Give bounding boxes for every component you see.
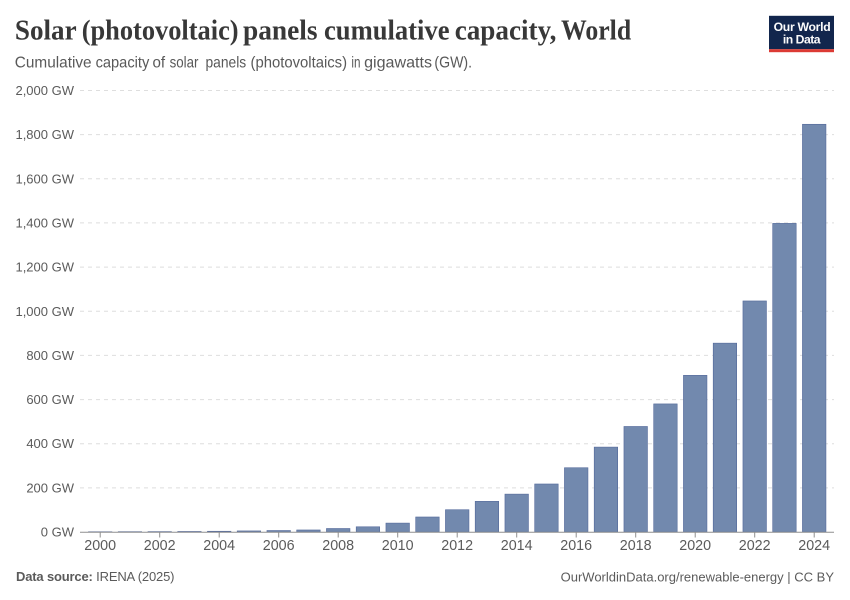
svg-text:capacity,: capacity, [455, 15, 557, 47]
svg-text:200 GW: 200 GW [26, 480, 74, 495]
svg-text:2020: 2020 [679, 538, 711, 554]
svg-text:OurWorldinData.org/renewable-e: OurWorldinData.org/renewable-energy | CC… [561, 569, 835, 584]
svg-text:in: in [351, 54, 360, 71]
svg-text:(photovoltaic): (photovoltaic) [82, 13, 239, 45]
svg-text:panels: panels [243, 15, 318, 47]
svg-text:800 GW: 800 GW [26, 348, 74, 363]
svg-text:2000: 2000 [84, 538, 116, 554]
svg-text:600 GW: 600 GW [26, 392, 74, 407]
svg-text:panels: panels [206, 55, 247, 72]
svg-text:2,000 GW: 2,000 GW [15, 83, 74, 98]
svg-text:1,600 GW: 1,600 GW [15, 171, 74, 186]
svg-text:in Data: in Data [783, 33, 821, 47]
svg-text:(photovoltaics): (photovoltaics) [251, 54, 348, 71]
svg-text:gigawatts: gigawatts [364, 55, 432, 72]
svg-text:1,200 GW: 1,200 GW [15, 260, 74, 275]
svg-text:Solar: Solar [15, 15, 77, 47]
svg-text:of: of [153, 54, 166, 71]
svg-text:2010: 2010 [382, 538, 414, 554]
svg-text:cumulative: cumulative [324, 15, 450, 47]
svg-text:2008: 2008 [322, 538, 354, 554]
svg-text:capacity: capacity [96, 54, 150, 71]
svg-text:1,800 GW: 1,800 GW [15, 127, 74, 142]
svg-text:World: World [561, 14, 631, 46]
svg-text:2012: 2012 [441, 538, 473, 554]
svg-text:2004: 2004 [203, 538, 235, 554]
svg-text:1,400 GW: 1,400 GW [15, 215, 74, 230]
svg-text:(GW).: (GW). [434, 55, 472, 72]
svg-text:1,000 GW: 1,000 GW [15, 304, 74, 319]
svg-text:2016: 2016 [560, 538, 592, 554]
svg-text:Cumulative: Cumulative [15, 54, 92, 71]
svg-text:400 GW: 400 GW [26, 436, 74, 451]
svg-text:2022: 2022 [739, 538, 771, 554]
svg-text:2018: 2018 [620, 538, 652, 554]
svg-text:Our World: Our World [774, 20, 831, 34]
svg-text:2024: 2024 [798, 538, 830, 554]
svg-text:2002: 2002 [144, 538, 176, 554]
svg-text:Data source: IRENA (2025): Data source: IRENA (2025) [16, 569, 174, 584]
svg-text:2006: 2006 [263, 538, 295, 554]
svg-text:2014: 2014 [501, 538, 533, 554]
svg-text:0 GW: 0 GW [41, 525, 75, 540]
svg-text:solar: solar [170, 54, 199, 71]
